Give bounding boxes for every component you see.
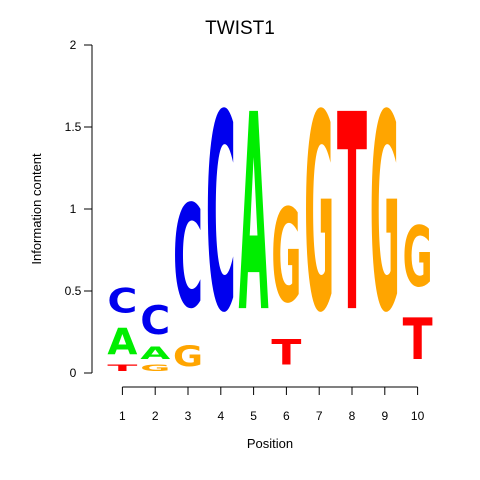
x-tick-label: 6 bbox=[283, 409, 290, 423]
logo-letter-C: C bbox=[107, 281, 137, 321]
x-tick-label: 4 bbox=[217, 409, 224, 423]
logo-letter-G: G bbox=[304, 57, 334, 372]
svg-text:G: G bbox=[271, 183, 301, 333]
logo-letter-T: T bbox=[107, 364, 138, 374]
chart-title: TWIST1 bbox=[205, 18, 275, 39]
logo-letter-G: G bbox=[140, 363, 170, 373]
svg-text:C: C bbox=[107, 281, 137, 321]
y-axis-label: Information content bbox=[29, 153, 44, 265]
x-tick-label: 2 bbox=[152, 409, 159, 423]
y-tick-label: 0.5 bbox=[65, 284, 82, 298]
svg-text:T: T bbox=[337, 57, 367, 372]
svg-text:G: G bbox=[173, 340, 203, 373]
svg-text:G: G bbox=[370, 57, 400, 372]
x-axis: 1 2 3 4 5 6 7 8 9 10 bbox=[119, 386, 425, 423]
logo-letter-C: C bbox=[140, 299, 170, 344]
logo-letter-T: T bbox=[271, 333, 301, 374]
logo-letter-A: A bbox=[239, 57, 269, 372]
svg-text:G: G bbox=[140, 363, 170, 373]
logo-letter-G: G bbox=[370, 57, 400, 372]
x-tick-label: 1 bbox=[119, 409, 126, 423]
x-tick-label: 9 bbox=[381, 409, 388, 423]
x-tick-label: 8 bbox=[349, 409, 356, 423]
svg-text:G: G bbox=[304, 57, 334, 372]
logo-letter-A: A bbox=[107, 321, 137, 364]
svg-text:C: C bbox=[206, 56, 236, 372]
logo-letter-G: G bbox=[271, 183, 301, 333]
svg-text:C: C bbox=[173, 174, 203, 340]
x-tick-label: 5 bbox=[250, 409, 257, 423]
svg-text:A: A bbox=[140, 344, 170, 364]
svg-text:G: G bbox=[403, 211, 433, 307]
y-tick-label: 0 bbox=[70, 366, 77, 380]
svg-text:T: T bbox=[107, 364, 138, 374]
x-tick-label: 3 bbox=[185, 409, 192, 423]
svg-text:T: T bbox=[271, 333, 301, 374]
y-tick-label: 1 bbox=[70, 202, 77, 216]
y-axis: 0 0.5 1 1.5 2 bbox=[65, 38, 93, 380]
y-tick-label: 1.5 bbox=[65, 120, 82, 134]
svg-text:C: C bbox=[140, 299, 170, 344]
logo-letter-T: T bbox=[403, 308, 433, 374]
x-tick-label: 7 bbox=[316, 409, 323, 423]
svg-text:A: A bbox=[107, 321, 137, 364]
svg-text:A: A bbox=[239, 57, 269, 372]
logo-letter-C: C bbox=[206, 56, 236, 372]
logo-letter-G: G bbox=[173, 340, 203, 373]
logo-letter-G: G bbox=[403, 211, 433, 307]
logo-letter-C: C bbox=[173, 174, 203, 340]
svg-text:T: T bbox=[403, 308, 433, 374]
logo-letter-T: T bbox=[337, 57, 367, 372]
logo-letter-A: A bbox=[140, 344, 170, 364]
x-tick-label: 10 bbox=[411, 409, 425, 423]
x-axis-label: Position bbox=[247, 436, 293, 451]
y-tick-label: 2 bbox=[70, 38, 77, 52]
